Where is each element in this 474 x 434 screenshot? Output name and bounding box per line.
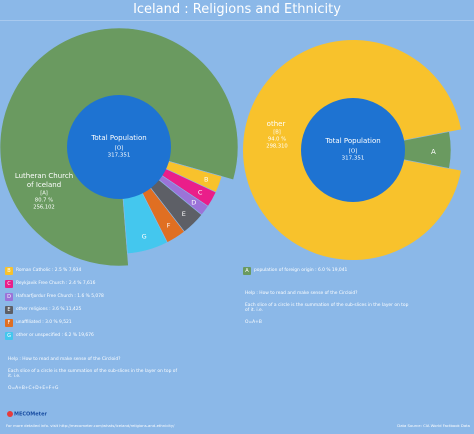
legend-left-item-b: B Roman Catholic : 2.5 % 7,934 bbox=[5, 266, 104, 275]
help-left: Help : How to read and make sense of the… bbox=[8, 357, 178, 398]
legend-swatch: A bbox=[243, 266, 251, 275]
help-left-title: Help : How to read and make sense of the… bbox=[8, 357, 121, 362]
slice-label-a-count: 256,102 bbox=[33, 205, 54, 211]
center-circle bbox=[67, 95, 171, 199]
legend-left: B Roman Catholic : 2.5 % 7,934 C Reykjavik … bbox=[5, 266, 104, 344]
slice-label-a-code: [A] bbox=[40, 191, 48, 197]
center-value: 317,351 bbox=[342, 156, 365, 162]
legend-label: Reykjavik Free Church : 2.4 % 7,616 bbox=[16, 281, 96, 286]
detail-link[interactable]: For more detailed info. visit http://mec… bbox=[6, 423, 175, 428]
help-left-formula: O=A+B+C+D+E+F+G bbox=[8, 386, 59, 391]
legend-label: Hafnarfjordur Free Church : 1.6 % 5,078 bbox=[16, 294, 104, 299]
legend-label: other religions : 3.6 % 11,425 bbox=[16, 307, 82, 312]
help-right-title: Help : How to read and make sense of the… bbox=[245, 291, 358, 296]
legend-swatch: F bbox=[5, 318, 13, 327]
help-right-text: Each slice of a circle is the summation … bbox=[245, 303, 409, 313]
data-source: Data Source: CIA World Factbook Data bbox=[397, 423, 470, 428]
center-title: Total Population bbox=[324, 137, 380, 145]
legend-left-item-d: D Hafnarfjordur Free Church : 1.6 % 5,078 bbox=[5, 292, 104, 301]
slice-label-e: E bbox=[182, 210, 186, 218]
legend-label: Roman Catholic : 2.5 % 7,934 bbox=[16, 268, 82, 273]
help-left-text: Each slice of a circle is the summation … bbox=[8, 369, 178, 379]
legend-swatch: C bbox=[5, 279, 13, 288]
legend-swatch: B bbox=[5, 266, 13, 275]
chart-title: Iceland : Religions and Ethnicity bbox=[133, 2, 341, 17]
footer: MECOMeter For more detailed info. visit … bbox=[0, 411, 474, 434]
slice-label-f: F bbox=[167, 222, 171, 230]
legend-swatch: D bbox=[5, 292, 13, 301]
legend-swatch: E bbox=[5, 305, 13, 314]
center-code: [O] bbox=[349, 149, 358, 155]
center-value: 317,351 bbox=[108, 153, 131, 159]
logo-text: MECOMeter bbox=[14, 411, 47, 418]
title-divider bbox=[0, 20, 474, 21]
legend-label: population of foreign origin : 6.0 % 19,… bbox=[254, 268, 348, 273]
center-title: Total Population bbox=[90, 134, 146, 142]
logo-dot-icon bbox=[7, 411, 13, 417]
legend-swatch: G bbox=[5, 331, 13, 340]
slice-label-c: C bbox=[198, 189, 203, 197]
legend-left-item-c: C Reykjavik Free Church : 2.4 % 7,616 bbox=[5, 279, 104, 288]
slice-label-b-code: [B] bbox=[273, 130, 281, 136]
slice-label-b-count: 298,310 bbox=[266, 144, 287, 150]
slice-label-b: B bbox=[204, 176, 208, 184]
slice-label-a-line2: of Iceland bbox=[27, 181, 61, 189]
slice-label-a: A bbox=[431, 148, 436, 156]
center-code: [O] bbox=[115, 146, 124, 152]
slice-label-d: D bbox=[191, 198, 196, 206]
help-right: Help : How to read and make sense of the… bbox=[245, 291, 410, 332]
mecometer-logo[interactable]: MECOMeter bbox=[6, 411, 47, 418]
slice-label-a-percent: 80.7 % bbox=[35, 198, 53, 204]
legend-label: unaffiliated : 3.0 % 9,521 bbox=[16, 320, 72, 325]
center-circle bbox=[301, 98, 405, 202]
legend-label: other or unspecified : 6.2 % 19,676 bbox=[16, 333, 94, 338]
slice-label-b-line1: other bbox=[267, 120, 286, 128]
help-right-formula: O=A+B bbox=[245, 320, 262, 325]
slice-label-a-line1: Lutheran Church bbox=[15, 172, 73, 180]
slice-label-b-percent: 94.0 % bbox=[268, 137, 286, 143]
slice-label-g: G bbox=[142, 233, 147, 241]
